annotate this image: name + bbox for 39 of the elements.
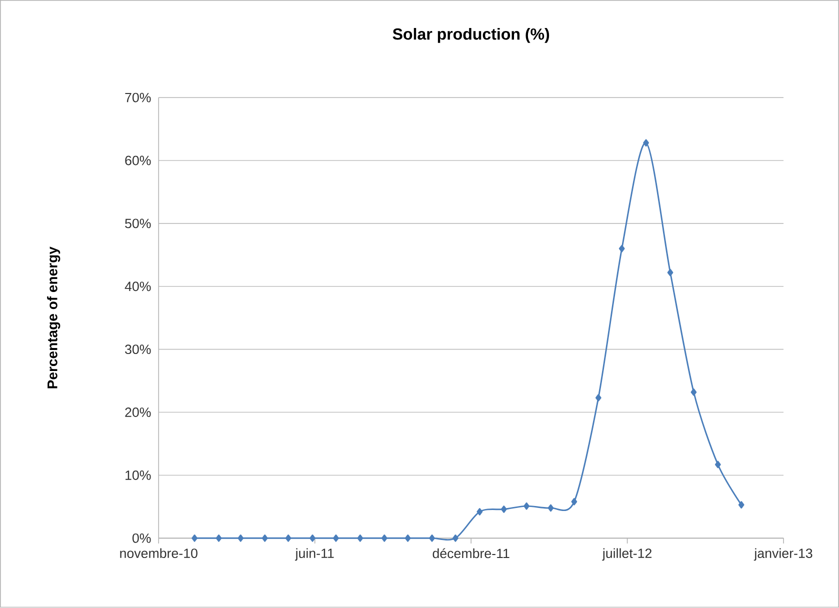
x-tick-label: décembre-11: [432, 548, 510, 558]
point: [452, 534, 458, 542]
y-tick-label: 20%: [125, 408, 151, 418]
x-tick-label: juillet-12: [602, 548, 652, 561]
point: [310, 534, 316, 542]
y-axis-title: Percentage of energy: [47, 246, 60, 388]
x-tick-label: juin-11: [294, 548, 334, 561]
point: [618, 245, 625, 252]
y-tick-label: 40%: [124, 282, 151, 292]
x-tick-label: novembre-10: [120, 548, 198, 558]
point: [381, 534, 388, 542]
y-tick-label: 10%: [126, 470, 151, 480]
point: [738, 501, 744, 509]
point: [285, 534, 292, 542]
point: [714, 461, 721, 468]
point: [667, 269, 674, 276]
y-tick-label: 50%: [125, 218, 151, 228]
point: [595, 394, 602, 402]
point: [476, 508, 483, 516]
point: [643, 139, 649, 147]
point: [357, 534, 364, 542]
chart-title: Solar production (%): [392, 28, 550, 44]
point: [524, 502, 530, 510]
point: [192, 534, 198, 542]
point: [548, 504, 554, 512]
y-tick-label: 0%: [132, 534, 151, 544]
point: [238, 534, 244, 542]
point: [500, 506, 507, 514]
y-tick-label: 30%: [125, 344, 151, 354]
point: [690, 388, 697, 396]
x-tick-label: janvier-13: [754, 548, 812, 561]
point: [262, 534, 268, 542]
point: [429, 534, 435, 542]
point: [216, 534, 222, 542]
y-tick-label: 70%: [125, 92, 151, 102]
y-tick-label: 60%: [125, 156, 151, 166]
point: [404, 534, 411, 542]
point: [571, 498, 578, 506]
point: [333, 534, 339, 542]
